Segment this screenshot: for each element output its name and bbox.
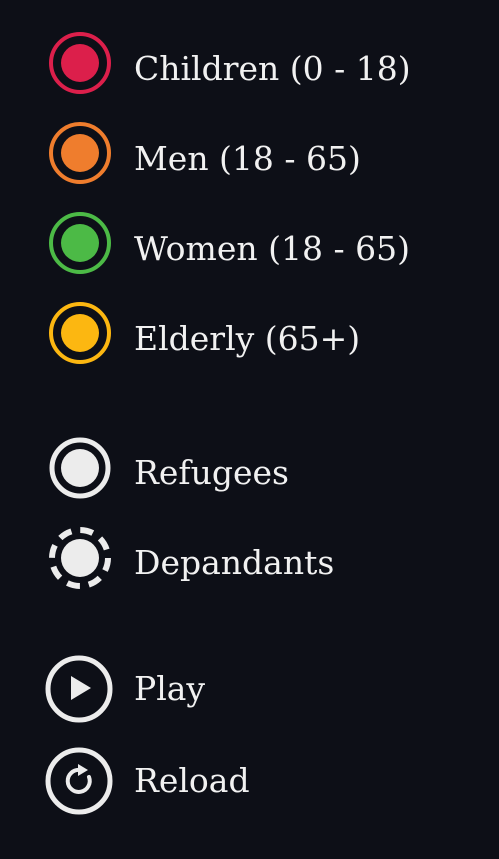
solid-ring-icon xyxy=(49,437,111,499)
legend-item-children: Children (0 - 18) xyxy=(44,32,411,104)
elderly-circle-icon xyxy=(49,302,111,364)
legend-item-elderly: Elderly (65+) xyxy=(44,302,360,374)
women-circle-icon xyxy=(49,212,111,274)
reload-label: Reload xyxy=(134,760,250,800)
legend-item-refugees: Refugees xyxy=(44,436,289,508)
legend-label-refugees: Refugees xyxy=(134,452,289,492)
dashed-ring-icon xyxy=(49,527,111,589)
children-circle-icon xyxy=(49,32,111,94)
play-label: Play xyxy=(134,668,206,708)
legend-label-depandants: Depandants xyxy=(134,542,335,582)
legend-label-elderly: Elderly (65+) xyxy=(134,318,361,358)
play-button[interactable]: Play xyxy=(44,652,205,724)
reload-button[interactable]: Reload xyxy=(44,744,250,816)
legend-label-men: Men (18 - 65) xyxy=(134,138,361,178)
legend-item-depandants: Depandants xyxy=(44,526,334,598)
legend-item-women: Women (18 - 65) xyxy=(44,212,410,284)
reload-icon xyxy=(45,747,113,815)
legend-label-women: Women (18 - 65) xyxy=(134,228,410,268)
play-icon xyxy=(45,655,113,723)
men-circle-icon xyxy=(49,122,111,184)
legend-label-children: Children (0 - 18) xyxy=(134,48,411,88)
legend-item-men: Men (18 - 65) xyxy=(44,122,361,194)
